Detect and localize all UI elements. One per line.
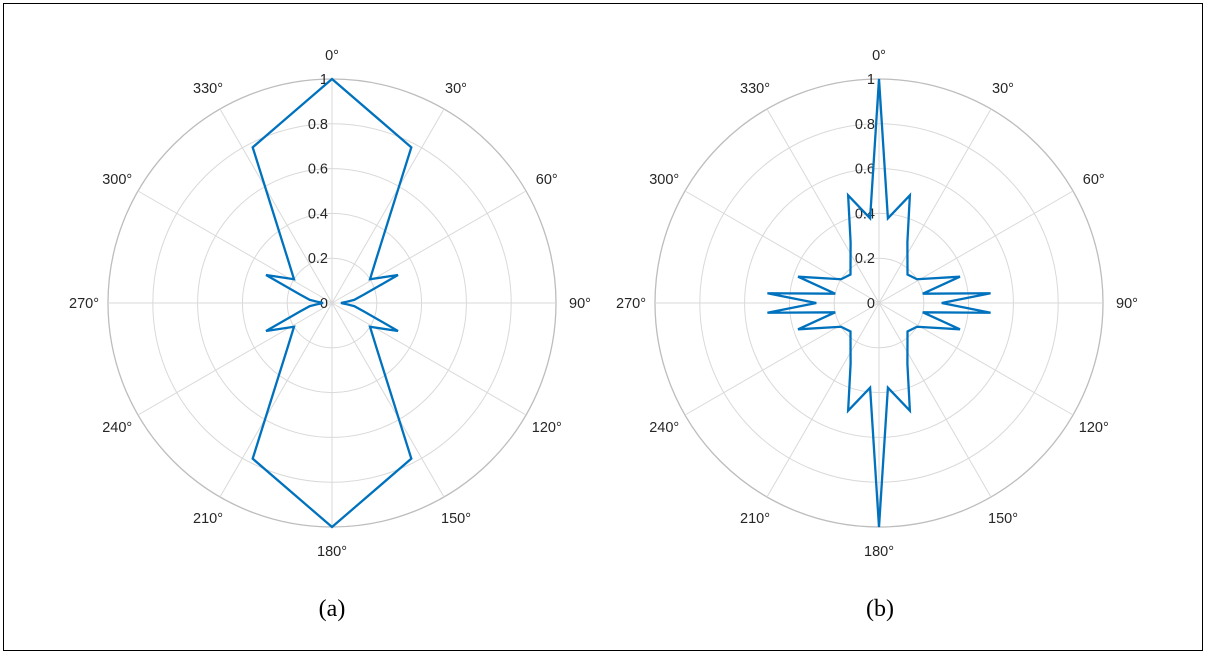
caption-a: (a) [318, 596, 346, 622]
polar-spoke [878, 108, 992, 304]
r-tick-label: 1 [867, 72, 875, 88]
r-tick-label: 0.6 [308, 162, 328, 178]
polar-chart-a: 0° 30° 60° 90° 120° 150° 180° 210° 240° 270° 300° 3… [69, 48, 591, 560]
theta-tick-label: 210° [740, 511, 770, 527]
r-tick-label: 0 [867, 296, 875, 312]
polar-spoke [331, 108, 445, 304]
r-tick-label: 0.8 [308, 117, 328, 133]
polar-spoke [219, 302, 333, 498]
r-tick-label: 0.6 [855, 162, 875, 178]
polar-spoke [878, 302, 992, 498]
theta-tick-label: 120° [1079, 420, 1109, 436]
polar-spoke [766, 108, 880, 304]
polar-spoke [766, 302, 880, 498]
theta-tick-label: 240° [649, 420, 679, 436]
theta-tick-label: 330° [193, 81, 223, 97]
theta-tick-label: 270° [69, 296, 99, 312]
polar-spoke [331, 302, 445, 498]
theta-tick-label: 120° [532, 420, 562, 436]
polar-spoke [878, 190, 1074, 304]
polar-spoke [137, 302, 333, 416]
caption-b: (b) [866, 596, 894, 622]
theta-tick-label: 30° [445, 81, 467, 97]
theta-tick-label: 210° [193, 511, 223, 527]
theta-tick-label: 240° [102, 420, 132, 436]
series-line [767, 78, 991, 528]
r-tick-label: 1 [320, 72, 328, 88]
theta-tick-label: 90° [569, 296, 591, 312]
r-tick-label: 0.8 [855, 117, 875, 133]
polar-chart-b: 0° 30° 60° 90° 120° 150° 180° 210° 240° 270° 300° 3… [616, 48, 1138, 560]
figure-border [3, 3, 1203, 651]
theta-tick-label: 60° [536, 172, 558, 188]
r-tick-label: 0.2 [855, 251, 875, 267]
theta-tick-label: 300° [102, 172, 132, 188]
polar-spoke [331, 302, 527, 416]
polar-spoke [137, 190, 333, 304]
theta-tick-label: 30° [992, 81, 1014, 97]
polar-spoke [684, 302, 880, 416]
series-line [251, 77, 413, 529]
polar-spoke [684, 190, 880, 304]
r-tick-label: 0.2 [308, 251, 328, 267]
polar-spoke [331, 190, 527, 304]
theta-tick-label: 330° [740, 81, 770, 97]
theta-tick-label: 150° [988, 511, 1018, 527]
theta-tick-label: 0° [325, 48, 339, 64]
theta-tick-label: 270° [616, 296, 646, 312]
theta-tick-label: 180° [864, 544, 894, 560]
theta-tick-label: 90° [1116, 296, 1138, 312]
polar-spoke [878, 302, 1074, 416]
theta-tick-label: 150° [441, 511, 471, 527]
theta-tick-label: 60° [1083, 172, 1105, 188]
r-tick-label: 0.4 [308, 206, 328, 222]
theta-tick-label: 180° [317, 544, 347, 560]
theta-tick-label: 0° [872, 48, 886, 64]
r-tick-label: 0 [320, 296, 328, 312]
polar-spoke [219, 108, 333, 304]
theta-tick-label: 300° [649, 172, 679, 188]
